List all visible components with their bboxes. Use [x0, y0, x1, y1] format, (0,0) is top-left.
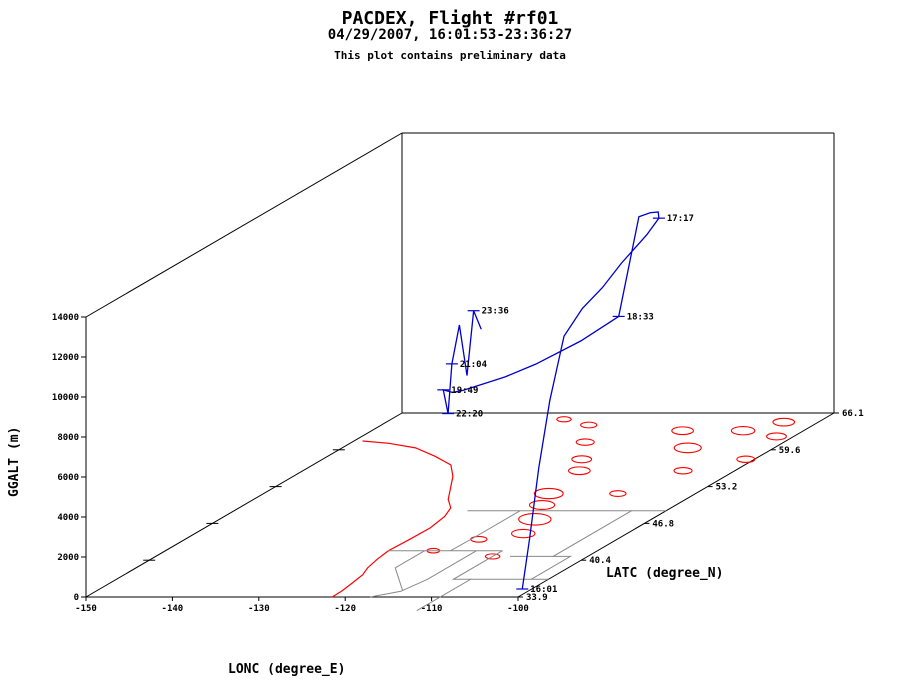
coastline [331, 440, 454, 598]
cloud-feature [528, 499, 556, 511]
x-tick-label: -140 [162, 604, 184, 614]
y-tick-label: 59.6 [779, 446, 801, 456]
time-label: 21:04 [460, 360, 488, 370]
cloud-feature [533, 487, 564, 500]
y-tick-label: 40.4 [589, 556, 611, 566]
box-edge [517, 412, 835, 598]
x-axis-label: LONC (degree_E) [228, 662, 345, 677]
x-tick-label: -120 [334, 604, 356, 614]
cloud-feature [673, 442, 702, 454]
cloud-feature [511, 528, 536, 539]
cloud-feature [571, 455, 593, 464]
time-label: 16:01 [530, 585, 557, 595]
z-tick-label: 0 [74, 593, 79, 603]
cloud-feature [766, 432, 787, 441]
x-tick-label: -150 [75, 604, 97, 614]
time-label: 18:33 [627, 312, 654, 322]
map-background [331, 416, 796, 612]
state-border [416, 550, 503, 612]
cloud-feature [673, 466, 693, 475]
state-border [394, 550, 425, 591]
chart-note: This plot contains preliminary data [334, 49, 566, 62]
cloud-feature [609, 490, 627, 498]
state-border [450, 510, 521, 552]
z-tick-label: 6000 [57, 473, 79, 483]
y-tick-label: 33.9 [526, 593, 548, 603]
box-edge [85, 132, 403, 318]
cloud-feature [556, 416, 572, 423]
cloud-feature [484, 553, 501, 560]
y-tick-label: 66.1 [842, 409, 864, 419]
z-tick-label: 4000 [57, 513, 79, 523]
cloud-feature [580, 421, 598, 429]
x-tick-label: -100 [507, 604, 529, 614]
z-tick-label: 8000 [57, 433, 79, 443]
z-axis-label: GGALT (m) [7, 427, 22, 497]
chart-subtitle: 04/29/2007, 16:01:53-23:36:27 [327, 27, 573, 43]
box-edge [85, 412, 403, 598]
y-tick-label: 46.8 [652, 519, 674, 529]
flight-track [442, 211, 660, 590]
cloud-feature [575, 438, 595, 446]
x-tick-label: -110 [421, 604, 443, 614]
y-axis-label: LATC (degree_N) [606, 566, 723, 581]
state-border [370, 550, 477, 598]
state-border [530, 510, 632, 580]
time-label: 19:49 [451, 386, 478, 396]
z-tick-label: 14000 [52, 313, 79, 323]
cloud-feature [470, 535, 488, 543]
cloud-feature [568, 466, 591, 476]
z-tick-label: 10000 [52, 393, 79, 403]
y-tick-label: 53.2 [716, 483, 738, 493]
z-tick-label: 12000 [52, 353, 79, 363]
cloud-feature [736, 455, 756, 464]
time-label: 23:36 [482, 307, 509, 317]
x-tick-label: -130 [248, 604, 270, 614]
time-labels: 16:01 17:17 18:33 19:49 21:04 22:20 23:36 [437, 214, 694, 595]
cloud-feature [772, 417, 796, 427]
cloud-feature [518, 512, 552, 526]
chart-title: PACDEX, Flight #rf01 [341, 8, 559, 29]
cloud-feature [671, 426, 694, 436]
track-line [442, 211, 660, 590]
time-label: 17:17 [667, 214, 694, 224]
z-tick-label: 2000 [57, 553, 79, 563]
axis-box [85, 132, 835, 598]
time-label: 22:20 [456, 410, 483, 420]
cloud-feature [730, 426, 756, 436]
